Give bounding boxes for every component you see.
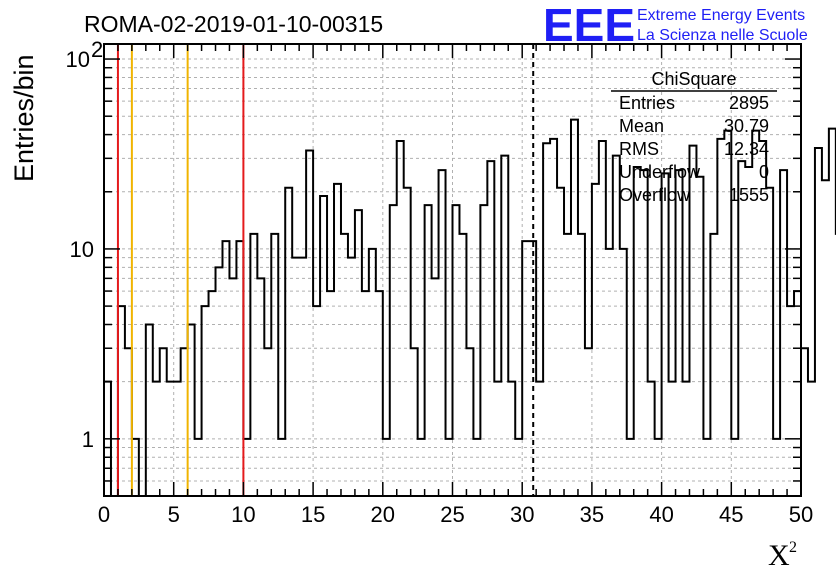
logo-mark: EEE [543, 0, 635, 51]
x-tick-label: 45 [719, 502, 743, 527]
x-tick-label: 10 [231, 502, 255, 527]
x-tick-label: 5 [168, 502, 180, 527]
marker-lines [116, 44, 535, 496]
stats-value-entries: 2895 [729, 93, 769, 113]
stats-value-rms: 12.34 [724, 139, 769, 159]
plot-frame [103, 43, 802, 497]
stats-value-mean: 30.79 [724, 116, 769, 136]
chart-title: ROMA-02-2019-01-10-00315 [84, 11, 383, 37]
x-tick-label: 15 [301, 502, 325, 527]
stats-box: ChiSquare Entries 2895 Mean 30.79 RMS 12… [611, 69, 777, 205]
stats-label-rms: RMS [619, 139, 659, 159]
x-tick-labels: 0 5 10 15 20 25 30 35 40 45 50 [98, 502, 813, 527]
stats-label-overflow: Overflow [619, 185, 691, 205]
x-tick-label: 30 [510, 502, 534, 527]
x-tick-label: 25 [440, 502, 464, 527]
y-tick-label: 1 [82, 427, 94, 452]
x-axis-label: X [768, 539, 790, 572]
eee-logo: EEE Extreme Energy Events La Scienza nel… [543, 0, 808, 51]
stats-label-mean: Mean [619, 116, 664, 136]
stats-value-underflow: 0 [759, 162, 769, 182]
stats-value-overflow: 1555 [729, 185, 769, 205]
x-axis-label-superscript: 2 [789, 539, 797, 556]
y-axis-label: Entries/bin [9, 54, 39, 182]
logo-line2: La Scienza nelle Scuole [637, 27, 808, 44]
stats-label-entries: Entries [619, 93, 675, 113]
y-tick-label-exponent: 2 [91, 37, 103, 62]
x-tick-label: 40 [649, 502, 673, 527]
stats-label-underflow: Underflow [619, 162, 701, 182]
x-tick-label: 35 [580, 502, 604, 527]
histogram-series [104, 118, 836, 497]
x-tick-label: 0 [98, 502, 110, 527]
logo-line1: Extreme Energy Events [637, 7, 805, 24]
y-tick-label: 10 [70, 237, 94, 262]
x-tick-label: 20 [371, 502, 395, 527]
y-tick-label: 10 [66, 47, 90, 72]
stats-title: ChiSquare [651, 69, 736, 89]
x-tick-label: 50 [789, 502, 813, 527]
